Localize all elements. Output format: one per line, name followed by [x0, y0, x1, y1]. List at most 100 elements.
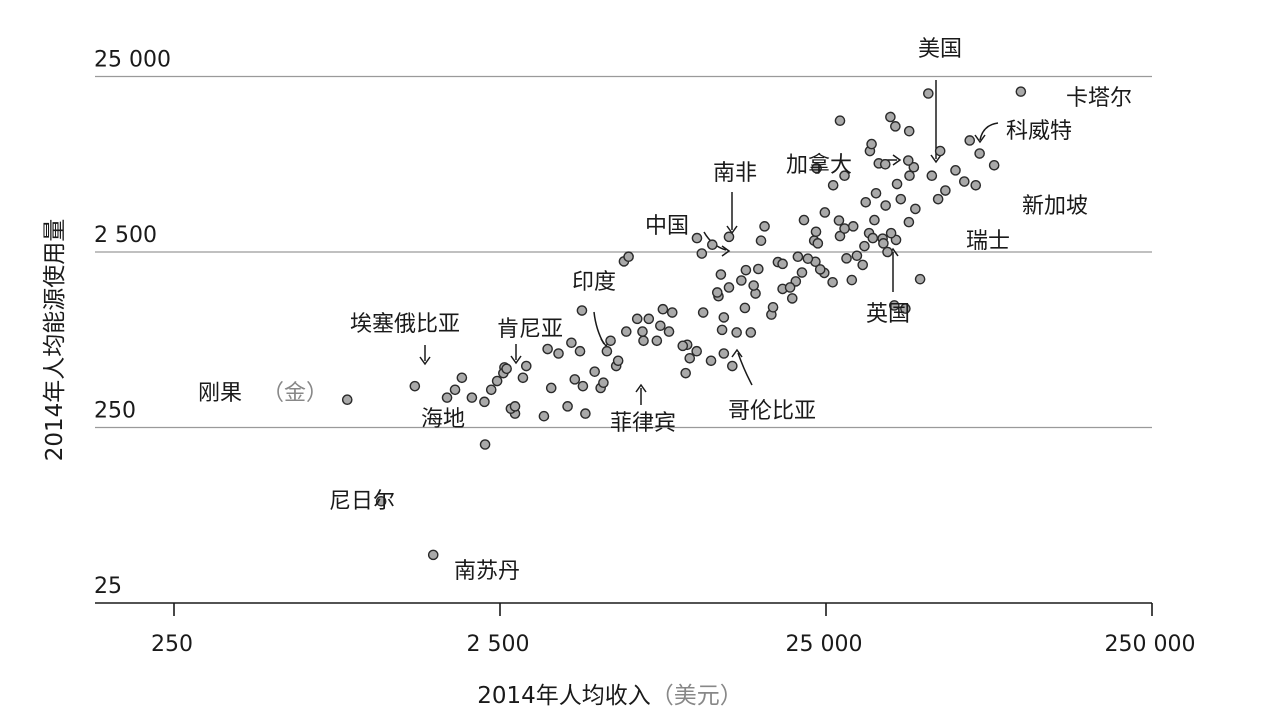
country-label: 英国: [866, 302, 910, 327]
data-point: [589, 366, 600, 377]
country-label: 海地: [421, 407, 465, 432]
data-point: [834, 230, 846, 242]
data-point: [891, 178, 903, 190]
data-point: [798, 214, 810, 226]
data-point: [605, 335, 616, 347]
data-point: [509, 401, 521, 412]
data-point: [839, 223, 850, 234]
data-point: [684, 352, 696, 364]
data-point: [910, 203, 921, 215]
data-point: [878, 238, 889, 249]
x-tick-label: 250: [151, 632, 193, 657]
data-point: [869, 214, 880, 226]
country-label: 埃塞俄比亚: [350, 312, 460, 337]
data-point: [784, 282, 796, 293]
y-tick-label: 2 500: [94, 223, 157, 248]
x-axis: [95, 602, 1153, 616]
data-point: [601, 345, 613, 357]
data-point: [932, 193, 944, 205]
data-point: [696, 248, 708, 259]
annotation-arrow: [737, 352, 753, 386]
data-point: [786, 293, 798, 304]
data-point: [643, 313, 655, 325]
data-point: [517, 372, 529, 384]
arrow-head: [721, 245, 731, 257]
country-label: 印度: [572, 270, 616, 295]
data-point: [623, 251, 634, 263]
data-point: [885, 227, 897, 239]
data-point: [851, 250, 863, 262]
data-point: [745, 327, 757, 338]
data-point: [792, 251, 804, 263]
data-point: [866, 138, 877, 150]
x-tick-label: 250 000: [1105, 632, 1196, 657]
annotation-arrow: [979, 122, 999, 141]
data-point: [748, 280, 759, 291]
data-point: [857, 259, 869, 271]
data-point: [890, 121, 901, 132]
data-point: [691, 345, 702, 357]
country-label: 中国: [645, 214, 689, 239]
country-label: 美国: [918, 37, 962, 62]
data-point: [860, 196, 872, 208]
data-point: [802, 253, 814, 264]
y-tick-label: 25 000: [94, 48, 171, 73]
data-point: [705, 355, 717, 367]
data-point: [691, 232, 703, 244]
data-point: [923, 88, 934, 99]
data-point: [723, 282, 735, 293]
data-point: [889, 300, 900, 311]
data-point: [574, 345, 586, 357]
data-point: [718, 312, 730, 323]
data-point: [811, 162, 822, 174]
data-point: [711, 287, 723, 298]
data-point: [796, 267, 808, 278]
x-tick-label: 2 500: [467, 632, 530, 657]
data-point: [655, 320, 666, 332]
data-point: [723, 231, 735, 243]
data-point: [903, 216, 915, 228]
arrow-head: [930, 154, 942, 164]
y-axis-title: 2014年人均能源使用量: [42, 219, 68, 462]
data-point: [479, 439, 491, 450]
arrow-head: [635, 383, 647, 393]
country-label: 科威特: [1006, 119, 1072, 144]
data-point: [715, 269, 727, 280]
data-point: [859, 240, 870, 252]
data-point: [903, 125, 915, 137]
data-point: [755, 235, 767, 246]
data-point: [727, 360, 738, 372]
data-point: [485, 384, 497, 396]
data-point: [974, 148, 985, 159]
data-point: [553, 348, 564, 359]
gridlines: [95, 75, 1152, 429]
data-point: [501, 363, 512, 375]
data-point: [812, 238, 824, 249]
data-point: [950, 165, 961, 176]
data-point: [827, 179, 839, 191]
data-point: [491, 375, 503, 387]
data-point: [777, 258, 788, 270]
arrow-head: [892, 154, 902, 166]
data-point: [867, 232, 879, 244]
data-point: [466, 392, 478, 403]
arrow-head: [510, 355, 522, 365]
data-point: [833, 215, 845, 226]
country-label: 南非: [713, 161, 757, 186]
data-point: [880, 200, 891, 211]
arrow-head: [974, 134, 986, 144]
data-point: [542, 343, 553, 355]
data-point: [449, 384, 461, 396]
data-point: [870, 188, 882, 199]
data-point: [839, 170, 850, 182]
country-label: 哥伦比亚: [728, 399, 816, 424]
y-tick-labels: 25 250 2 500 25 000: [94, 48, 171, 600]
data-point: [904, 170, 915, 182]
data-point: [375, 495, 387, 507]
x-tick-labels: 250 2 500 25 000 250 000: [151, 632, 1195, 657]
data-point: [341, 394, 353, 406]
data-point: [988, 159, 1000, 171]
data-point: [580, 408, 591, 419]
